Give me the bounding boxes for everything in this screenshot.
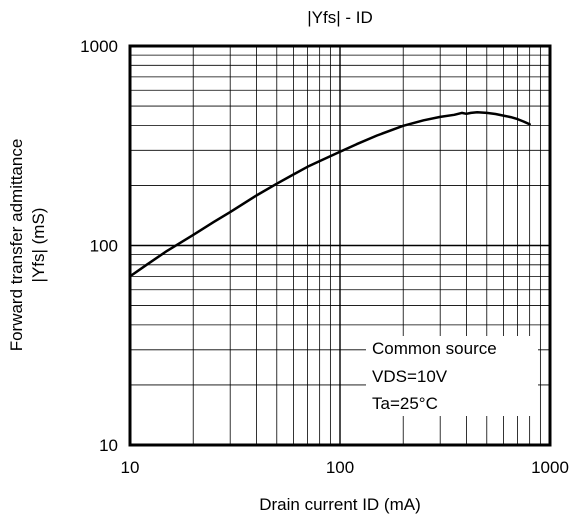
y-axis-label-line-1: Forward transfer admittance: [7, 139, 26, 352]
y-tick-label: 1000: [80, 37, 118, 56]
y-tick-label: 100: [90, 237, 118, 256]
annotation-box: [366, 336, 538, 416]
x-tick-label: 100: [326, 458, 354, 477]
series-layer: [128, 111, 531, 278]
plot-frame: [128, 44, 552, 447]
chart-title: |Yfs| - ID: [307, 8, 373, 27]
series-line: [128, 111, 531, 278]
y-tick-label: 10: [99, 436, 118, 455]
tick-labels: 10 100 1000 10 100 1000: [80, 37, 569, 477]
x-tick-label: 10: [121, 458, 140, 477]
y-axis-label-line-2: |Yfs| (mS): [29, 208, 48, 283]
x-tick-label: 1000: [531, 458, 569, 477]
annotation-line-2: VDS=10V: [372, 367, 448, 386]
x-axis-label: Drain current ID (mA): [259, 495, 421, 514]
annotation-line-3: Ta=25°C: [372, 394, 438, 413]
annotation-line-1: Common source: [372, 339, 497, 358]
